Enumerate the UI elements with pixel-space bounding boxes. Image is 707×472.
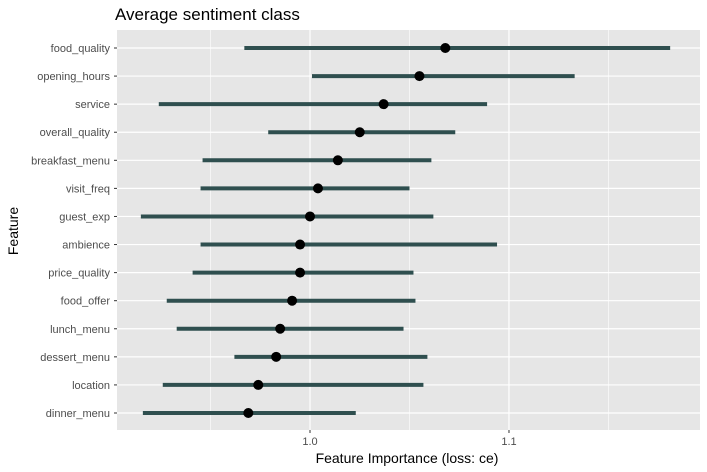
y-tick-label: lunch_menu: [50, 324, 110, 336]
y-tick-label: price_quality: [48, 268, 110, 280]
y-tick-label: ambience: [62, 240, 110, 252]
point-food_quality: [440, 43, 451, 53]
x-axis-title: Feature Importance (loss: ce): [316, 450, 499, 466]
y-tick-label: location: [72, 380, 110, 392]
point-lunch_menu: [275, 323, 286, 334]
y-tick-label: food_offer: [61, 296, 111, 308]
point-guest_exp: [305, 211, 316, 222]
x-tick-label: 1.0: [302, 436, 317, 448]
point-service: [378, 99, 389, 110]
point-location: [253, 379, 264, 390]
point-breakfast_menu: [332, 155, 343, 166]
point-ambience: [295, 239, 306, 250]
y-tick-label: overall_quality: [40, 127, 111, 139]
y-tick-label: service: [75, 99, 110, 111]
y-tick-label: visit_freq: [66, 183, 110, 195]
y-axis-title: Feature: [5, 207, 21, 255]
interval-bars: [140, 46, 671, 415]
plot-panel: [117, 30, 700, 430]
point-overall_quality: [354, 127, 365, 138]
point-opening_hours: [414, 71, 425, 82]
point-dessert_menu: [271, 351, 282, 362]
point-visit_freq: [312, 183, 323, 194]
y-tick-label: dinner_menu: [46, 408, 110, 420]
y-tick-label: guest_exp: [59, 211, 110, 223]
minor-gridlines: [210, 30, 609, 430]
x-axis-tick-labels: 1.0 1.1: [302, 430, 517, 448]
x-tick-label: 1.1: [501, 436, 516, 448]
y-tick-label: dessert_menu: [40, 352, 110, 364]
importance-points: [243, 43, 451, 418]
point-price_quality: [295, 267, 306, 278]
y-tick-label: breakfast_menu: [31, 155, 110, 167]
chart-title: Average sentiment class: [115, 5, 300, 24]
y-tick-label: food_quality: [51, 43, 111, 55]
point-food_offer: [287, 295, 298, 306]
y-tick-label: opening_hours: [37, 71, 110, 83]
point-dinner_menu: [243, 408, 254, 418]
